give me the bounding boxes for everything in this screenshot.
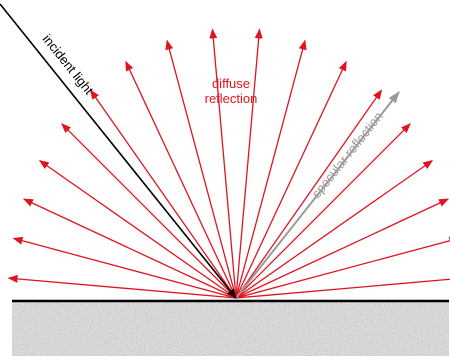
diffuse-ray-1 xyxy=(235,278,450,299)
specular-arrow xyxy=(235,91,400,299)
diffuse-ray-10 xyxy=(209,28,237,299)
diffuse-ray-12 xyxy=(125,60,237,299)
diffuse-ray-6 xyxy=(235,89,383,299)
diffuse-ray-16 xyxy=(22,198,237,299)
diffuse-rays xyxy=(7,28,450,299)
diffuse-ray-7 xyxy=(235,60,347,299)
diffuse-ray-3 xyxy=(235,198,450,299)
surface-grain xyxy=(12,302,449,356)
diffuse-ray-13 xyxy=(89,89,237,299)
diffuse-label-line2: reflection xyxy=(205,91,258,106)
incident-arrow xyxy=(0,3,237,299)
diffuse-ray-5 xyxy=(235,123,411,299)
diffuse-ray-18 xyxy=(7,274,237,299)
diffuse-ray-11 xyxy=(165,39,237,299)
diffuse-ray-2 xyxy=(235,236,450,299)
surface xyxy=(12,299,449,356)
diffuse-ray-15 xyxy=(38,160,237,299)
diffuse-ray-17 xyxy=(12,236,237,299)
diffuse-label-line1: diffuse xyxy=(212,76,250,91)
diffuse-ray-14 xyxy=(61,123,237,299)
diffuse-ray-8 xyxy=(235,39,307,299)
diffuse-ray-9 xyxy=(235,28,263,299)
diffuse-label: diffuse reflection xyxy=(205,76,258,106)
diffuse-ray-4 xyxy=(235,160,434,299)
incident-ray: incident light xyxy=(0,3,237,299)
